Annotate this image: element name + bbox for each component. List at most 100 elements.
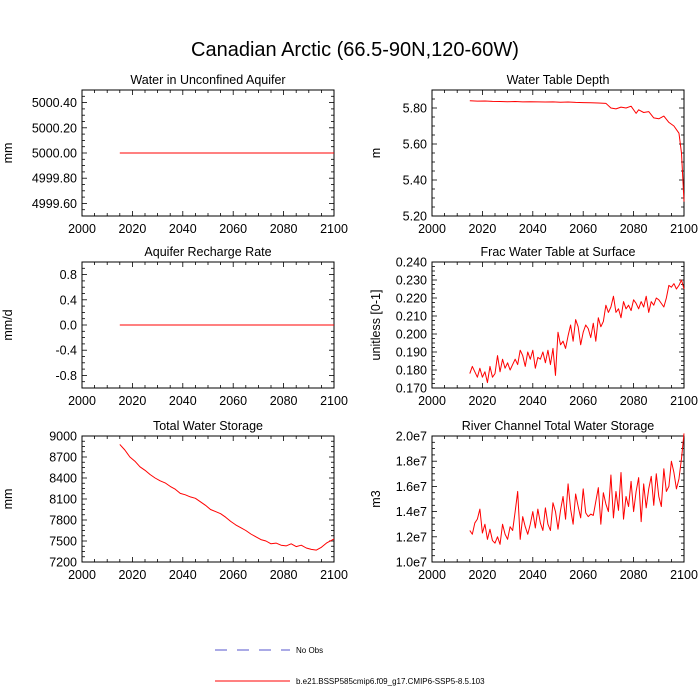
legend-entry-no-obs: No Obs — [215, 646, 323, 655]
y-tick-label: 8100 — [49, 493, 77, 507]
x-tick-label: 2060 — [219, 394, 247, 408]
plot-frame — [431, 261, 685, 389]
y-tick-label: 5.60 — [403, 138, 427, 152]
y-axis-label: m3 — [369, 490, 383, 507]
panel-title: Total Water Storage — [153, 419, 263, 433]
y-tick-label: -0.4 — [55, 344, 77, 358]
panel-title: River Channel Total Water Storage — [462, 419, 655, 433]
y-tick-label: 5000.20 — [32, 121, 77, 135]
x-tick-label: 2080 — [620, 568, 648, 582]
x-tick-label: 2100 — [670, 568, 698, 582]
series-line-river-channel-total-water-storage — [469, 433, 685, 545]
x-tick-label: 2060 — [569, 568, 597, 582]
y-tick-label: 7500 — [49, 535, 77, 549]
y-tick-label: 7800 — [49, 514, 77, 528]
panel-title: Water in Unconfined Aquifer — [130, 73, 285, 87]
y-axis-label: mm/d — [1, 309, 15, 340]
y-tick-label: 5.20 — [403, 210, 427, 224]
panels: Water in Unconfined Aquifer mm 2000 2020 204… — [1, 73, 698, 582]
y-tick-label: 9000 — [49, 430, 77, 444]
x-tick-label: 2080 — [270, 568, 298, 582]
y-tick-label: 1.4e7 — [396, 505, 427, 519]
x-tick-label: 2060 — [219, 222, 247, 236]
y-tick-label: 0.0 — [60, 319, 77, 333]
y-tick-label: -0.8 — [55, 369, 77, 383]
y-tick-label: 1.2e7 — [396, 530, 427, 544]
x-tick-label: 2080 — [270, 222, 298, 236]
panel-water-table-depth: Water Table Depth m 2000 2020 2040 2060 2080 21… — [369, 73, 698, 236]
y-tick-label: 1.6e7 — [396, 480, 427, 494]
y-tick-label: 0.210 — [396, 310, 427, 324]
panel-aquifer-recharge-rate: Aquifer Recharge Rate mm/d 2000 2020 2040 206… — [1, 245, 348, 408]
x-tick-label: 2060 — [569, 222, 597, 236]
y-axis-label: unitless [0-1] — [369, 290, 383, 361]
y-tick-label: 0.240 — [396, 256, 427, 270]
y-tick-label: 5.40 — [403, 174, 427, 188]
legend-label-no-obs: No Obs — [296, 646, 323, 655]
y-tick-label: 8700 — [49, 451, 77, 465]
x-tick-label: 2020 — [468, 568, 496, 582]
x-tick-label: 2100 — [670, 222, 698, 236]
panel-title: Water Table Depth — [507, 73, 610, 87]
x-tick-label: 2040 — [169, 568, 197, 582]
y-tick-label: 4999.80 — [32, 172, 77, 186]
series-line-water-table-depth — [469, 100, 685, 202]
x-tick-label: 2080 — [620, 222, 648, 236]
x-tick-label: 2000 — [68, 222, 96, 236]
x-tick-label: 2080 — [270, 394, 298, 408]
x-tick-label: 2040 — [519, 222, 547, 236]
y-axis-label: mm — [1, 143, 15, 164]
figure-title: Canadian Arctic (66.5-90N,120-60W) — [191, 39, 519, 61]
x-tick-label: 2100 — [320, 394, 348, 408]
series-line-frac-water-table-at-surface — [469, 279, 685, 384]
x-tick-label: 2040 — [169, 394, 197, 408]
y-tick-label: 0.4 — [60, 293, 77, 307]
plot-frame — [431, 435, 685, 563]
y-tick-label: 0.180 — [396, 364, 427, 378]
x-tick-label: 2080 — [620, 394, 648, 408]
y-tick-label: 5000.00 — [32, 147, 77, 161]
x-tick-label: 2040 — [169, 222, 197, 236]
x-tick-label: 2040 — [519, 394, 547, 408]
x-tick-label: 2000 — [68, 394, 96, 408]
y-tick-label: 0.220 — [396, 292, 427, 306]
x-tick-label: 2020 — [118, 394, 146, 408]
plot-frame — [81, 435, 335, 563]
series-line-total-water-storage — [119, 444, 335, 551]
legend: No Obs b.e21.BSSP585cmip6.f09_g17.CMIP6-… — [215, 646, 485, 686]
y-tick-label: 5.80 — [403, 102, 427, 116]
x-tick-label: 2000 — [68, 568, 96, 582]
legend-entry-model-run: b.e21.BSSP585cmip6.f09_g17.CMIP6-SSP5-8.… — [215, 677, 485, 686]
panel-river-channel-total-water-storage: River Channel Total Water Storage m3 2000 2… — [369, 419, 698, 582]
y-tick-label: 1.0e7 — [396, 556, 427, 570]
y-tick-label: 0.170 — [396, 382, 427, 396]
x-tick-label: 2000 — [418, 222, 446, 236]
y-tick-label: 0.200 — [396, 328, 427, 342]
x-tick-label: 2060 — [569, 394, 597, 408]
y-tick-label: 2.0e7 — [396, 430, 427, 444]
plot-frame — [431, 89, 685, 217]
panel-frac-water-table-at-surface: Frac Water Table at Surface unitless [0-1… — [369, 245, 698, 408]
panel-title: Frac Water Table at Surface — [481, 245, 636, 259]
y-tick-label: 5000.40 — [32, 96, 77, 110]
x-tick-label: 2020 — [118, 568, 146, 582]
y-tick-label: 0.8 — [60, 268, 77, 282]
panel-title: Aquifer Recharge Rate — [144, 245, 271, 259]
x-tick-label: 2060 — [219, 568, 247, 582]
y-tick-label: 4999.60 — [32, 197, 77, 211]
y-axis-label: m — [369, 148, 383, 158]
panel-total-water-storage: Total Water Storage mm 2000 2020 2040 2060 208… — [1, 419, 348, 582]
x-tick-label: 2020 — [468, 394, 496, 408]
x-tick-label: 2000 — [418, 568, 446, 582]
y-axis-label: mm — [1, 489, 15, 510]
y-tick-label: 1.8e7 — [396, 455, 427, 469]
y-tick-label: 0.190 — [396, 346, 427, 360]
x-tick-label: 2100 — [670, 394, 698, 408]
y-tick-label: 7200 — [49, 556, 77, 570]
y-tick-label: 0.230 — [396, 274, 427, 288]
x-tick-label: 2020 — [468, 222, 496, 236]
panel-water-in-unconfined-aquifer: Water in Unconfined Aquifer mm 2000 2020 204… — [1, 73, 348, 236]
legend-label-model-run: b.e21.BSSP585cmip6.f09_g17.CMIP6-SSP5-8.… — [296, 677, 485, 686]
y-tick-label: 8400 — [49, 472, 77, 486]
